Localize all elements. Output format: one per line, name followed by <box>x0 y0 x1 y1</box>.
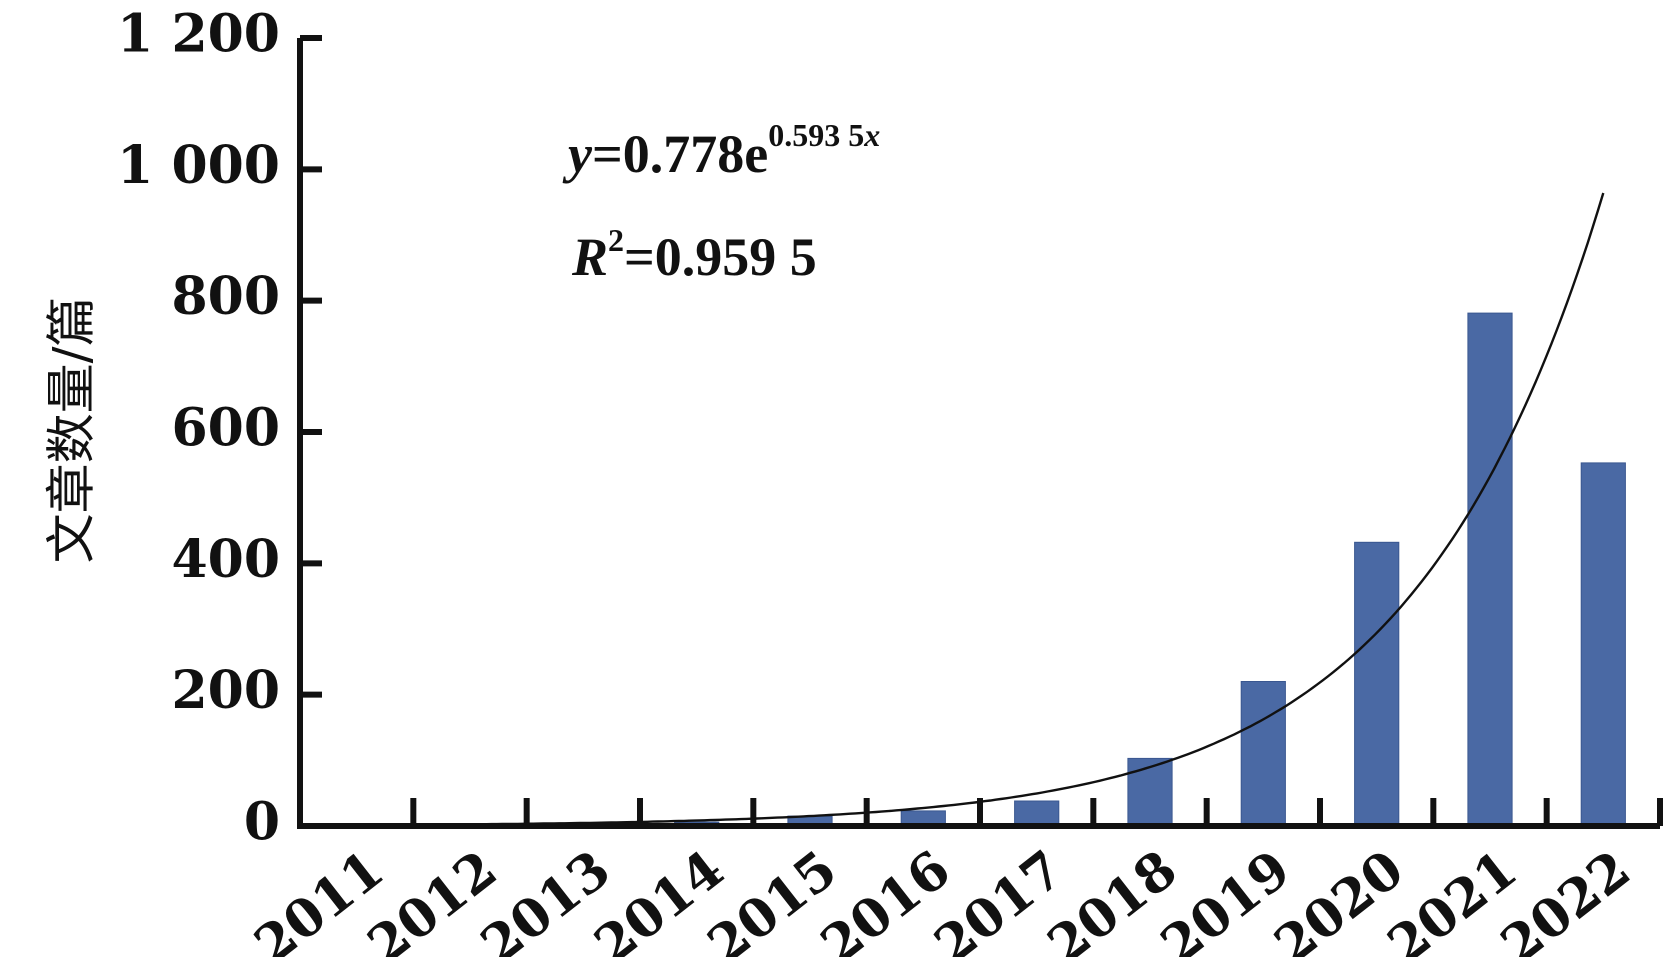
r-squared-power: 2 <box>608 222 624 258</box>
equation-coefficient: =0.778e <box>592 124 768 184</box>
trendline <box>356 192 1605 827</box>
x-tick-labels: 2011201220132014201520162017201820192020… <box>243 839 1641 957</box>
bar-2018 <box>1127 757 1173 827</box>
y-tick-label: 800 <box>171 266 280 327</box>
bar-2020 <box>1354 541 1400 827</box>
y-tick-label: 600 <box>171 398 280 459</box>
r-squared-label: R2=0.959 5 <box>571 222 817 287</box>
equation-exponent: 0.593 5 <box>768 117 864 153</box>
y-tick-label: 0 <box>244 792 280 853</box>
y-tick-label: 1 200 <box>117 4 280 65</box>
equation-y-variable: y <box>562 124 593 184</box>
trendline-equation: y=0.778e0.593 5x <box>562 117 880 184</box>
y-tick-labels: 0 200 400 600 800 1 000 1 200 <box>117 4 280 853</box>
y-tick-label: 400 <box>171 529 280 590</box>
bar-2019 <box>1240 681 1286 827</box>
r-squared-value: =0.959 5 <box>624 227 817 287</box>
bar-2021 <box>1467 312 1513 827</box>
bars <box>334 312 1626 827</box>
axes <box>297 35 1663 829</box>
equation-exponent-variable: x <box>863 117 880 153</box>
y-tick-label: 200 <box>171 660 280 721</box>
bar-2022 <box>1580 462 1626 827</box>
y-tick-label: 1 000 <box>117 135 280 196</box>
r-squared-variable: R <box>571 227 608 287</box>
y-axis-label: 文章数量/篇 <box>43 297 101 564</box>
bar-2017 <box>1014 800 1060 827</box>
